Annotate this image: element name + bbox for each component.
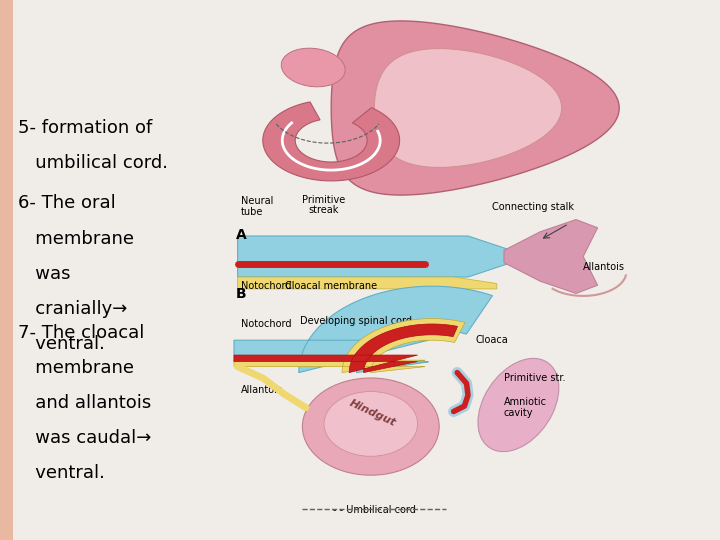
- Text: 7- The cloacal: 7- The cloacal: [18, 324, 145, 342]
- Ellipse shape: [302, 378, 439, 475]
- PathPatch shape: [234, 286, 492, 373]
- Text: Allantois: Allantois: [241, 385, 283, 395]
- PathPatch shape: [234, 324, 458, 373]
- Text: membrane: membrane: [18, 230, 134, 247]
- Text: Connecting stalk: Connecting stalk: [492, 201, 574, 212]
- Text: Notochord: Notochord: [241, 319, 292, 329]
- Ellipse shape: [478, 359, 559, 451]
- PathPatch shape: [263, 102, 400, 181]
- Text: Allantois: Allantois: [583, 262, 625, 272]
- Text: Cloaca: Cloaca: [475, 335, 508, 345]
- Text: was: was: [18, 265, 71, 282]
- Text: ventral.: ventral.: [18, 335, 105, 353]
- Text: B: B: [235, 287, 246, 301]
- Text: A: A: [235, 228, 246, 242]
- Text: 6- The oral: 6- The oral: [18, 194, 116, 212]
- Text: umbilical cord.: umbilical cord.: [18, 154, 168, 172]
- Text: was caudal→: was caudal→: [18, 429, 151, 447]
- Polygon shape: [504, 220, 598, 293]
- FancyBboxPatch shape: [0, 0, 13, 540]
- Text: and allantois: and allantois: [18, 394, 151, 412]
- Text: Notochord: Notochord: [241, 281, 292, 292]
- Text: membrane: membrane: [18, 359, 134, 377]
- Text: Developing spinal cord: Developing spinal cord: [300, 315, 413, 326]
- PathPatch shape: [374, 49, 562, 167]
- Text: Cloacal membrane: Cloacal membrane: [285, 281, 377, 292]
- Ellipse shape: [282, 48, 345, 87]
- Text: Neural
tube: Neural tube: [241, 196, 274, 217]
- Text: - - Umbilical cord: - - Umbilical cord: [333, 505, 416, 515]
- PathPatch shape: [234, 319, 465, 373]
- PathPatch shape: [238, 277, 497, 289]
- Text: Primitive str.: Primitive str.: [504, 373, 565, 383]
- Text: 5- formation of: 5- formation of: [18, 119, 152, 137]
- Text: ventral.: ventral.: [18, 464, 105, 482]
- PathPatch shape: [238, 236, 511, 277]
- Text: cranially→: cranially→: [18, 300, 127, 318]
- PathPatch shape: [331, 21, 619, 195]
- Text: Primitive
streak: Primitive streak: [302, 194, 346, 215]
- Text: Hindgut: Hindgut: [348, 398, 398, 428]
- Ellipse shape: [324, 392, 418, 456]
- Text: Amniotic
cavity: Amniotic cavity: [504, 397, 547, 418]
